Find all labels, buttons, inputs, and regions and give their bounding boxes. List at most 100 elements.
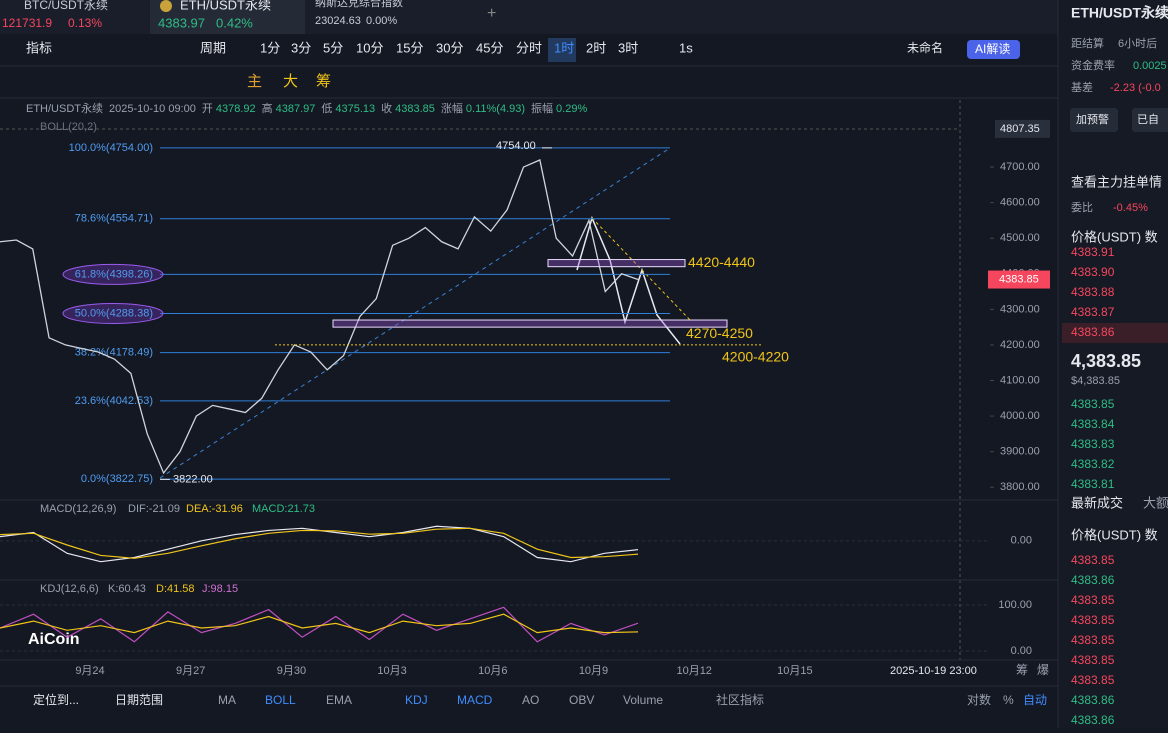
y-tick-label: 3900.00 [1000, 446, 1040, 458]
last-price-box [988, 270, 1050, 289]
scale-toggle[interactable]: % [1003, 693, 1014, 707]
alert-button[interactable] [1070, 108, 1118, 132]
y-tick-label: 0.00 [1011, 645, 1032, 657]
interval-button[interactable]: 1时 [554, 40, 574, 55]
ratio: -0.45% [1113, 202, 1148, 214]
locate-button[interactable]: 定位到... [33, 692, 79, 707]
big-trades-tab[interactable]: 大额 [1143, 495, 1168, 510]
field-label: 开 [202, 103, 213, 115]
zone-label: 4270-4250 [686, 325, 753, 341]
field-value: 0.11%(4.93) [466, 103, 525, 115]
last-price: 4383.85 [999, 273, 1039, 285]
ask-price: 4383.87 [1071, 305, 1115, 319]
draw-tool[interactable]: 主 [247, 73, 262, 90]
x-tick-label: 10月3 [377, 665, 406, 677]
draw-tool[interactable]: 筹 [316, 73, 331, 90]
side-tool[interactable]: 筹 [1016, 663, 1028, 677]
interval-button[interactable]: 3分 [291, 40, 311, 55]
y-tick-label: 4100.00 [1000, 374, 1040, 386]
custom-button[interactable] [1132, 108, 1168, 132]
field-value: 4378.92 [216, 103, 256, 115]
trade-price: 4383.85 [1071, 673, 1115, 687]
interval-button[interactable]: 3时 [618, 40, 638, 55]
macd-dea: DEA:-31.96 [186, 503, 243, 515]
x-tick-label: 9月30 [277, 665, 306, 677]
date-range-button[interactable]: 日期范围 [115, 693, 163, 707]
ratio-label: 委比 [1071, 201, 1093, 214]
ai-button[interactable] [967, 40, 1020, 59]
fib-label: 0.0%(3822.75) [81, 473, 153, 485]
indicator-toggle[interactable]: Volume [623, 693, 663, 707]
cursor-price-box [995, 119, 1050, 138]
trade-price: 4383.85 [1071, 553, 1115, 567]
x-tick-label: 10月12 [676, 665, 711, 677]
y-tick-label: 4700.00 [1000, 161, 1040, 173]
interval-button[interactable]: 45分 [476, 40, 503, 55]
interval-button[interactable]: 30分 [436, 40, 463, 55]
bid-price: 4383.83 [1071, 437, 1115, 451]
cursor-price: 4807.35 [1000, 123, 1040, 135]
period-button[interactable]: 周期 [200, 40, 226, 55]
interval-button[interactable]: 分时 [516, 40, 542, 55]
fib-label: 23.6%(4042.53) [75, 395, 153, 407]
y-tick-label: 4000.00 [1000, 410, 1040, 422]
bid-price: 4383.82 [1071, 457, 1115, 471]
bid-price: 4383.85 [1071, 397, 1115, 411]
custom-label[interactable]: 已自 [1137, 113, 1159, 126]
bid-price: 4383.81 [1071, 477, 1115, 491]
interval-button[interactable]: 1分 [260, 40, 280, 55]
zone [332, 319, 728, 328]
trade-price: 4383.86 [1071, 573, 1115, 587]
book-title: 查看主力挂单情 [1071, 174, 1162, 189]
interval-button[interactable]: 15分 [396, 40, 423, 55]
tab-name[interactable]: ETH/USDT永续 [180, 0, 271, 12]
field-value: 4383.85 [395, 103, 435, 115]
boll-label: BOLL(20,2) [40, 121, 97, 133]
trades-title[interactable]: 最新成交 [1071, 495, 1123, 510]
alert-label[interactable]: 加预警 [1076, 112, 1109, 126]
scale-toggle[interactable]: 自动 [1023, 693, 1047, 707]
draw-tool[interactable]: 大 [283, 73, 298, 90]
indicator-button[interactable]: 指标 [26, 40, 52, 55]
interval-button[interactable]: 10分 [356, 40, 383, 55]
field-label: 低 [321, 102, 332, 115]
x-tick-label: 10月15 [777, 665, 812, 677]
tick-button[interactable]: 1s [679, 40, 693, 55]
indicator-toggle[interactable]: BOLL [265, 693, 296, 707]
indicator-toggle[interactable]: EMA [326, 693, 352, 707]
indicator-toggle[interactable]: OBV [569, 693, 594, 707]
add-tab[interactable]: + [487, 5, 496, 22]
mid-usd: $4,383.85 [1071, 375, 1120, 387]
support-label: 4200-4220 [722, 349, 789, 365]
y-tick-label: 0.00 [1011, 535, 1032, 547]
x-tick-label: 9月24 [75, 665, 104, 677]
y-tick-label: 4200.00 [1000, 339, 1040, 351]
y-tick-label: 4600.00 [1000, 197, 1040, 209]
tab-name[interactable]: 纳斯达克综合指数 [315, 0, 403, 9]
ask-highlight [1062, 323, 1168, 343]
interval-button[interactable]: 5分 [323, 40, 343, 55]
interval-button[interactable]: 2时 [586, 40, 606, 55]
side-tool[interactable]: 爆 [1037, 663, 1049, 677]
macd-title: MACD(12,26,9) [40, 503, 116, 515]
layout-name[interactable]: 未命名 [907, 40, 943, 55]
bid-price: 4383.84 [1071, 417, 1115, 431]
field-label: 高 [262, 101, 273, 115]
indicator-toggle[interactable]: MACD [457, 693, 493, 707]
indicator-toggle[interactable]: MA [218, 693, 236, 707]
scale-toggle[interactable]: 对数 [967, 692, 991, 707]
kdj-j: J:98.15 [202, 583, 238, 595]
y-tick-label: 100.00 [998, 599, 1032, 611]
active-tab[interactable] [150, 0, 305, 34]
ai-label[interactable]: AI解读 [975, 42, 1010, 56]
fib-label: 38.2%(4178.49) [75, 346, 153, 358]
indicator-toggle[interactable]: KDJ [405, 693, 428, 707]
macd-value: MACD:21.73 [252, 503, 315, 515]
ask-price: 4383.90 [1071, 265, 1115, 279]
indicator-toggle[interactable]: 社区指标 [716, 692, 764, 707]
kdj-d: D:41.58 [156, 583, 195, 595]
macd-dea-line [0, 527, 639, 559]
indicator-toggle[interactable]: AO [522, 693, 539, 707]
tab-name[interactable]: BTC/USDT永续 [24, 0, 108, 12]
